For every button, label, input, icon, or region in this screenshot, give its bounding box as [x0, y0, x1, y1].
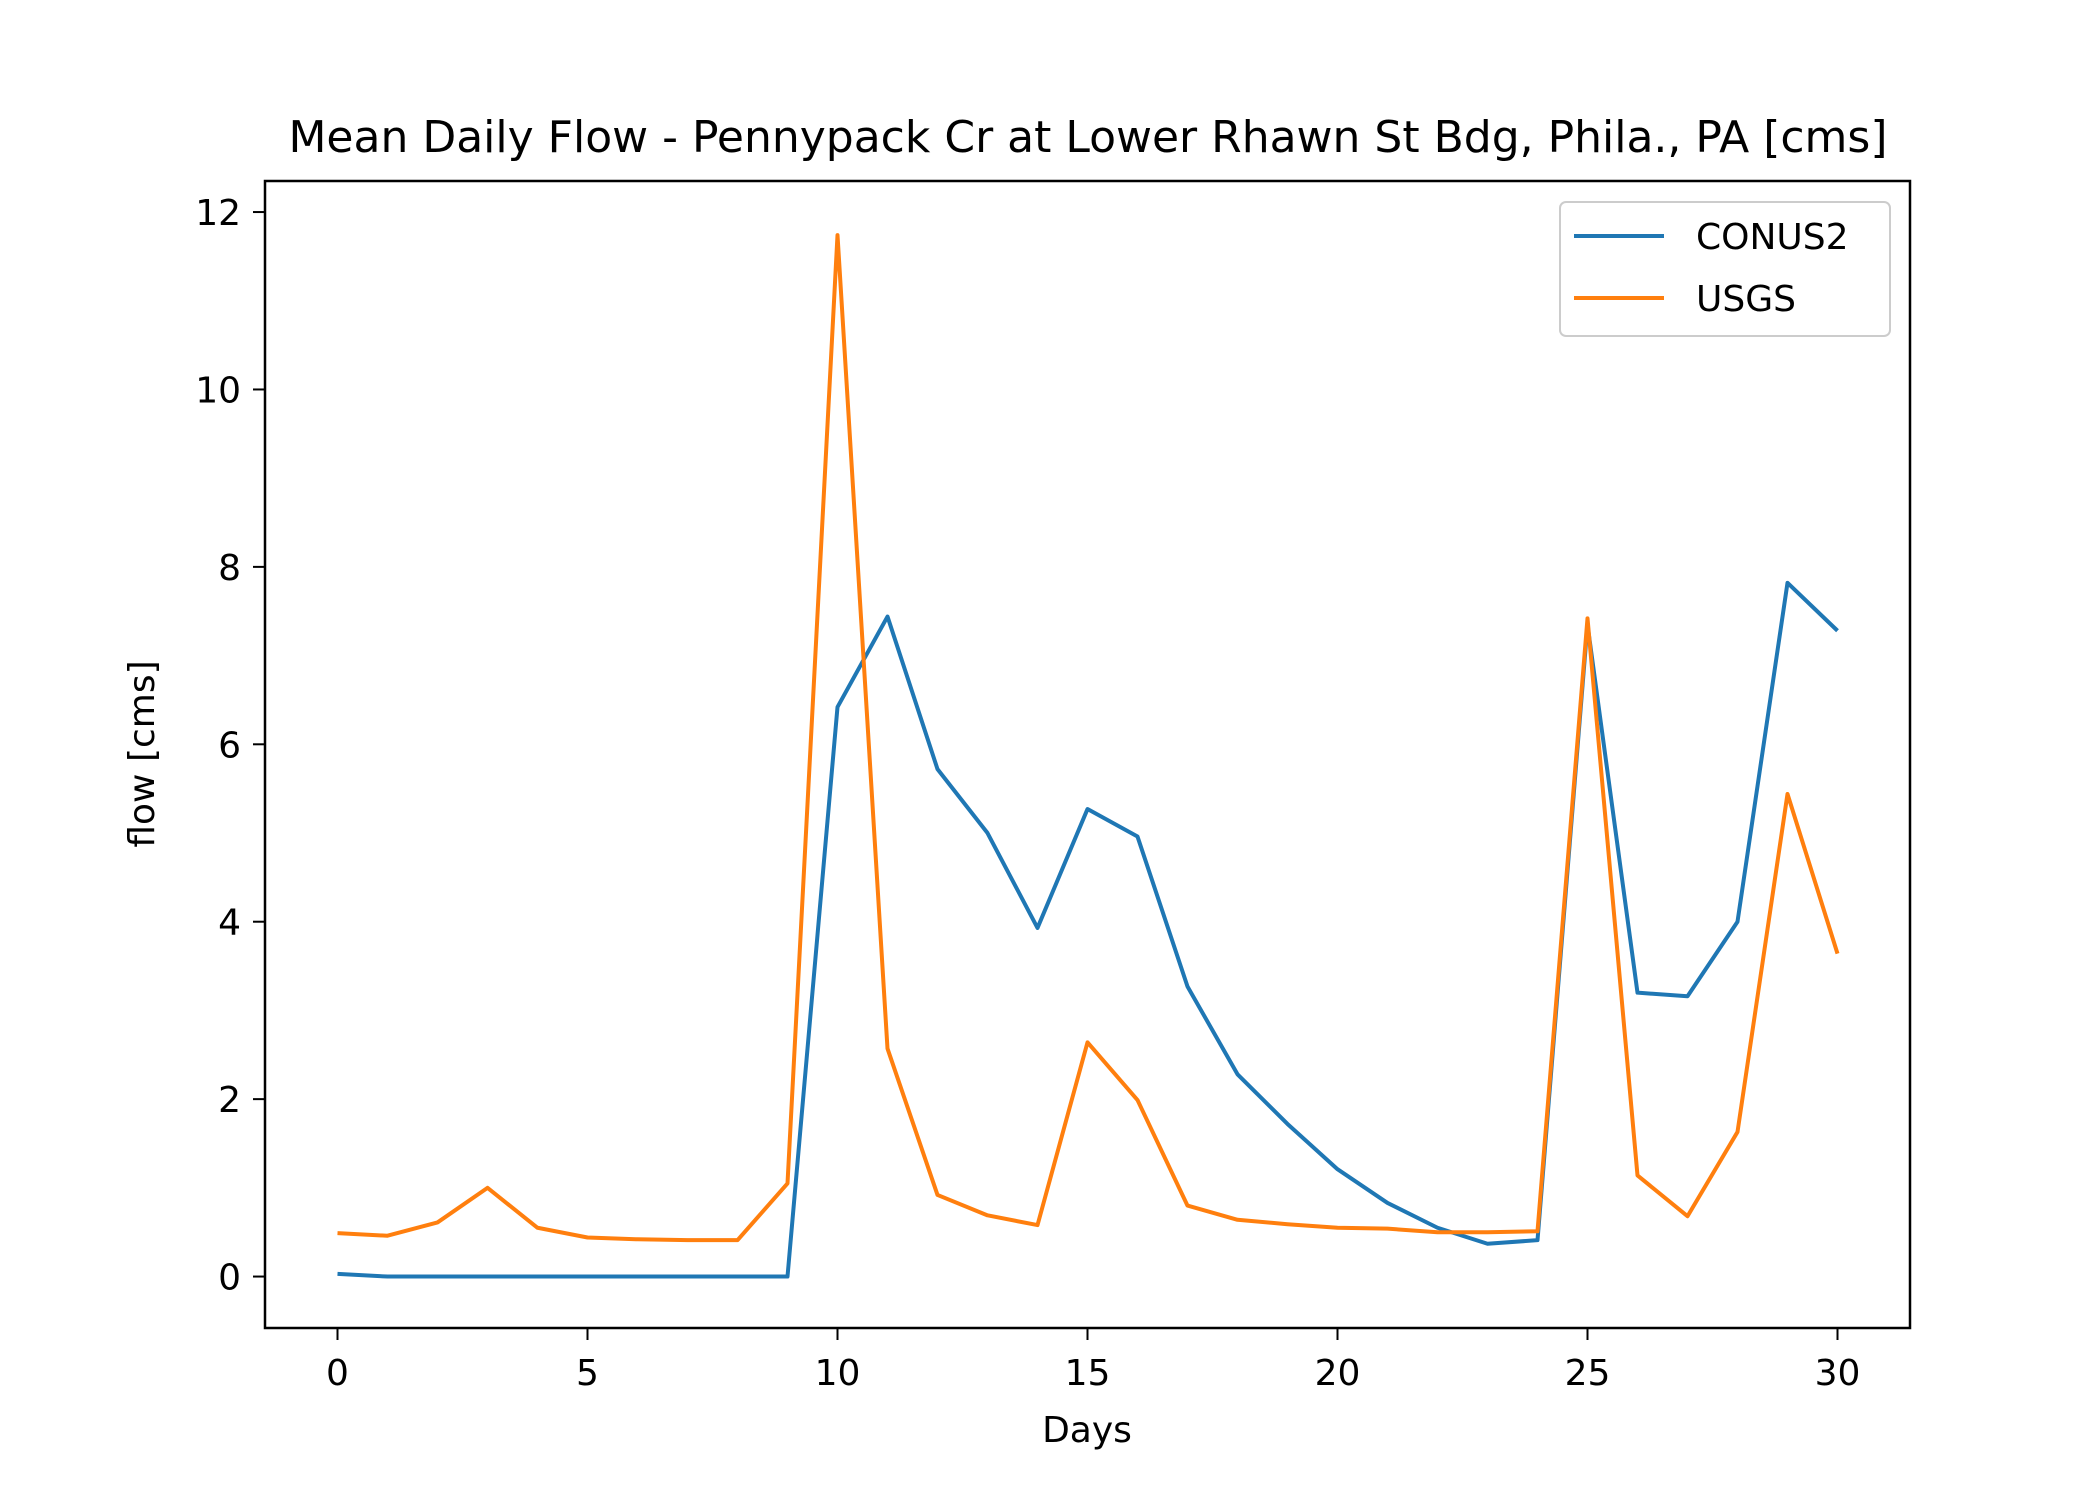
legend-label: CONUS2 — [1696, 217, 1849, 258]
x-tick-label: 5 — [576, 1353, 599, 1394]
x-tick-label: 0 — [326, 1353, 349, 1394]
x-axis-label: Days — [1042, 1410, 1132, 1451]
y-tick-label: 4 — [218, 903, 241, 944]
chart-title: Mean Daily Flow - Pennypack Cr at Lower … — [288, 112, 1887, 163]
x-tick-label: 30 — [1815, 1353, 1861, 1394]
y-tick-label: 10 — [195, 370, 241, 411]
legend-label: USGS — [1696, 279, 1796, 320]
y-tick-label: 0 — [218, 1258, 241, 1299]
plot-frame — [263, 179, 1912, 1330]
y-tick-label: 8 — [218, 548, 241, 589]
x-tick-label: 15 — [1065, 1353, 1111, 1394]
series-lines — [337, 233, 1840, 1279]
y-tick-label: 2 — [218, 1080, 241, 1121]
x-tick-label: 20 — [1315, 1353, 1361, 1394]
x-tick-label: 10 — [815, 1353, 861, 1394]
legend: CONUS2 USGS — [1559, 201, 1891, 337]
series-line-usgs — [337, 233, 1840, 1243]
y-tick-label: 12 — [195, 193, 241, 234]
x-tick-label: 25 — [1565, 1353, 1611, 1394]
y-axis-label: flow [cms] — [122, 660, 163, 847]
x-axis: 0 5 10 15 20 25 30 — [326, 1328, 1860, 1394]
y-tick-label: 6 — [218, 725, 241, 766]
y-axis: 0 2 4 6 8 10 12 — [195, 193, 265, 1299]
